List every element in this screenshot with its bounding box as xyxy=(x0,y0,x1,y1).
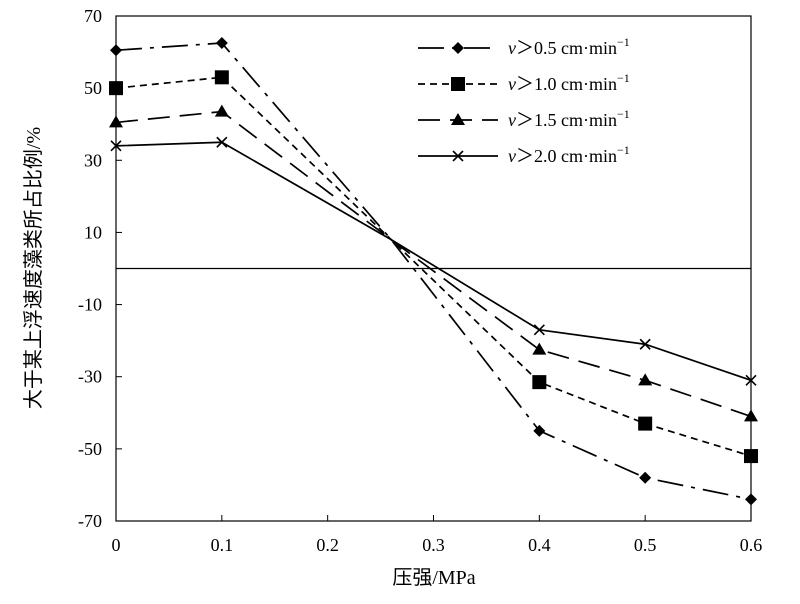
series-3-point xyxy=(744,409,758,422)
y-tick-label: -10 xyxy=(78,295,102,315)
y-tick-label: -70 xyxy=(78,511,102,531)
series-2-point xyxy=(532,375,547,390)
series-line-3 xyxy=(115,110,752,418)
series-2-point xyxy=(109,81,123,96)
series-1-point xyxy=(639,471,652,484)
legend-item-2: v＞1.0 cm·min−1 xyxy=(418,71,630,94)
legend-label: v＞0.5 cm·min−1 xyxy=(508,35,630,58)
series-4-point xyxy=(216,136,228,148)
series-1-point xyxy=(533,424,546,437)
series-1 xyxy=(110,37,757,506)
legend-marker xyxy=(452,150,464,162)
legend-marker xyxy=(451,77,465,91)
series-1-point xyxy=(745,493,757,506)
x-axis-title: 压强/MPa xyxy=(392,567,475,589)
series-2 xyxy=(109,70,758,464)
y-tick-label: 30 xyxy=(84,150,102,170)
series-line-2 xyxy=(115,76,752,457)
x-tick-label: 0 xyxy=(112,535,121,555)
series-3 xyxy=(109,104,758,422)
y-axis-title: 大于某上浮速度藻类所占比例/% xyxy=(22,127,45,409)
series-3-point xyxy=(109,115,123,128)
x-tick-label: 0.3 xyxy=(422,535,445,555)
series-4-point xyxy=(533,324,545,336)
series-4-point xyxy=(745,374,757,386)
series-line-4 xyxy=(115,141,752,382)
series-2-point xyxy=(638,416,653,431)
series-2-point xyxy=(744,449,758,464)
series-4 xyxy=(110,136,757,386)
y-tick-label: 10 xyxy=(84,222,102,242)
legend-marker xyxy=(451,113,465,125)
x-tick-label: 0.5 xyxy=(634,535,657,555)
legend-label: v＞1.0 cm·min−1 xyxy=(508,71,630,94)
legend-item-4: v＞2.0 cm·min−1 xyxy=(418,143,630,166)
series-4-point xyxy=(110,140,122,152)
x-tick-label: 0.6 xyxy=(740,535,763,555)
x-tick-label: 0.2 xyxy=(316,535,339,555)
legend-item-3: v＞1.5 cm·min−1 xyxy=(418,107,630,130)
legend: v＞0.5 cm·min−1 v＞1.0 cm·min−1 v＞1.5 cm·min… xyxy=(418,35,630,166)
series-1-point xyxy=(110,44,122,57)
series-layer xyxy=(109,37,758,506)
legend-label: v＞2.0 cm·min−1 xyxy=(508,143,630,166)
x-tick-label: 0.4 xyxy=(528,535,551,555)
series-line-1 xyxy=(115,42,752,501)
y-tick-label: -50 xyxy=(78,439,102,459)
series-3-point xyxy=(532,342,547,355)
y-tick-label: 50 xyxy=(84,78,102,98)
series-4-point xyxy=(639,338,651,350)
series-2-point xyxy=(214,70,229,85)
series-3-point xyxy=(214,104,229,117)
legend-marker xyxy=(452,42,464,54)
y-tick-label: 70 xyxy=(84,6,102,26)
legend-label: v＞1.5 cm·min−1 xyxy=(508,107,630,130)
y-tick-label: -30 xyxy=(78,367,102,387)
x-ticks: 0 0.1 0.2 0.3 0.4 0.5 0.6 xyxy=(112,515,763,555)
x-tick-label: 0.1 xyxy=(211,535,234,555)
series-1-point xyxy=(215,37,228,50)
series-3-point xyxy=(638,373,653,386)
legend-item-1: v＞0.5 cm·min−1 xyxy=(418,35,630,58)
